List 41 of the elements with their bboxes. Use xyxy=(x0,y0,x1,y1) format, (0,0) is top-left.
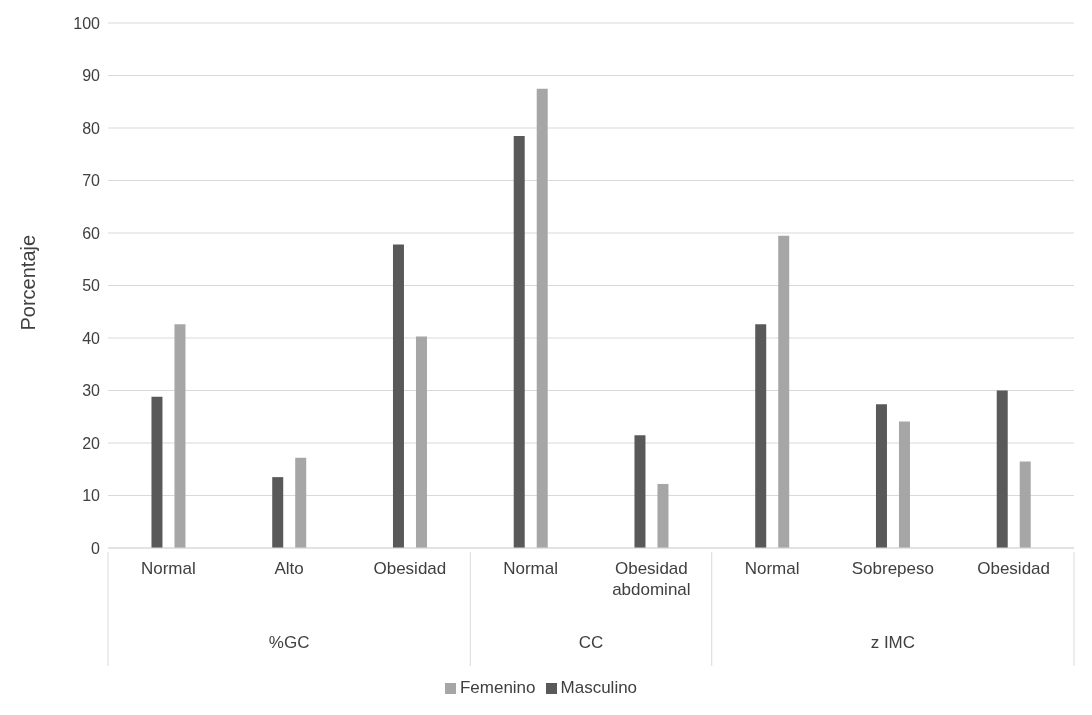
y-tick-label: 90 xyxy=(82,67,101,85)
y-tick-label: 100 xyxy=(73,14,101,32)
x-tick-label: Normal xyxy=(744,559,800,578)
bar xyxy=(996,390,1008,548)
x-tick-label: Normal xyxy=(503,559,559,578)
bar xyxy=(1019,461,1031,548)
text: %GC xyxy=(268,633,310,652)
y-tick-label: 80 xyxy=(82,119,101,137)
bar xyxy=(755,324,767,548)
bar xyxy=(392,244,404,548)
bar xyxy=(295,457,307,548)
bar xyxy=(272,477,284,548)
y-tick-label: 0 xyxy=(91,539,101,557)
legend-label: Femenino xyxy=(459,678,536,697)
bar xyxy=(174,324,186,548)
y-tick-label: 30 xyxy=(82,382,101,400)
x-tick-label: Alto xyxy=(274,559,304,578)
x-tick-label: Obesidad xyxy=(373,559,447,578)
bar xyxy=(657,483,669,548)
x-tick-label: Sobrepeso xyxy=(851,559,934,578)
y-tick-label: 40 xyxy=(82,329,101,347)
bar xyxy=(875,404,887,548)
legend-label: Masculino xyxy=(560,678,638,697)
bar xyxy=(536,88,548,548)
x-tick-label: Obesidad xyxy=(977,559,1051,578)
bar xyxy=(151,396,163,548)
y-tick-label: 10 xyxy=(82,487,101,505)
bar xyxy=(415,336,427,548)
text: CC xyxy=(578,633,604,652)
bar xyxy=(898,421,910,548)
text: z IMC xyxy=(870,633,916,652)
y-tick-label: 60 xyxy=(82,224,101,242)
y-tick-label: 50 xyxy=(82,277,101,295)
bar xyxy=(634,435,646,548)
y-tick-label: 70 xyxy=(82,172,101,190)
bar xyxy=(513,135,525,548)
y-tick-label: 20 xyxy=(82,434,101,452)
bar xyxy=(778,235,790,548)
x-tick-label: Obesidad abdominal xyxy=(612,559,691,599)
x-tick-label: Normal xyxy=(140,559,196,578)
y-axis-title: Porcentaje xyxy=(17,234,40,331)
